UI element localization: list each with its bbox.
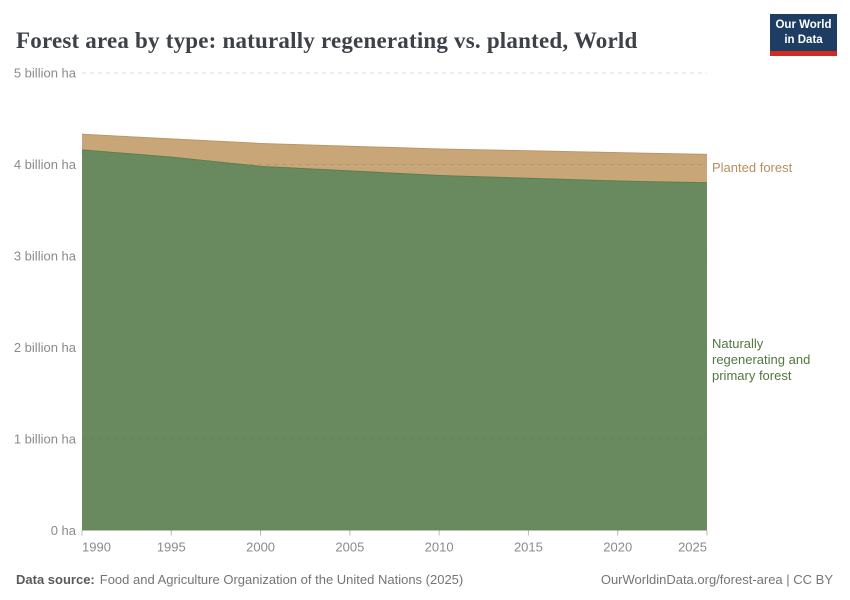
chart-footer: Data source: Food and Agriculture Organiz…: [16, 572, 833, 587]
line-total-forest: [81, 133, 708, 155]
series-label-naturally-regenerating[interactable]: Naturally regenerating and primary fores…: [712, 336, 811, 383]
series-label-planted-forest[interactable]: Planted forest: [712, 160, 793, 175]
y-axis-label: 4 billion ha: [14, 157, 77, 172]
data-source: Data source: Food and Agriculture Organiz…: [16, 572, 463, 587]
line-naturally-regenerating: [81, 149, 708, 184]
x-axis-label: 1990: [82, 540, 111, 555]
owid-logo-line2: in Data: [784, 33, 823, 46]
x-axis-label: 2025: [678, 540, 707, 555]
y-axis-label: 1 billion ha: [14, 432, 77, 447]
page-title: Forest area by type: naturally regenerat…: [16, 28, 638, 54]
x-axis-label: 2015: [514, 540, 543, 555]
y-axis-label: 3 billion ha: [14, 249, 77, 264]
x-axis-label: 2000: [246, 540, 275, 555]
y-axis-label: 5 billion ha: [14, 66, 77, 81]
area-planted-forest[interactable]: [82, 134, 707, 183]
area-naturally-regenerating[interactable]: [82, 149, 707, 531]
x-axis-label: 1995: [157, 540, 186, 555]
data-source-text: Food and Agriculture Organization of the…: [99, 572, 464, 587]
y-axis-label: 2 billion ha: [14, 340, 77, 355]
owid-logo[interactable]: Our World in Data: [770, 14, 837, 56]
x-axis-label: 2005: [335, 540, 364, 555]
data-source-label: Data source:: [16, 572, 95, 587]
attribution-link[interactable]: OurWorldinData.org/forest-area | CC BY: [600, 572, 833, 587]
x-axis-label: 2010: [425, 540, 454, 555]
x-axis-label: 2020: [603, 540, 632, 555]
y-axis-label: 0 ha: [51, 523, 77, 538]
owid-logo-line1: Our World: [775, 19, 832, 31]
